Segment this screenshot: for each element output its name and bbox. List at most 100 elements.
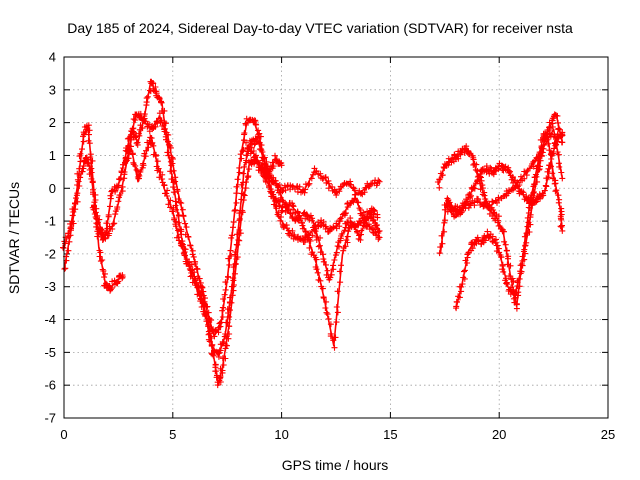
data-point <box>235 237 242 243</box>
data-point <box>217 373 224 380</box>
data-point <box>450 207 456 214</box>
data-point <box>509 275 516 282</box>
data-point <box>87 151 94 158</box>
data-point <box>192 279 199 286</box>
data-point <box>322 174 329 181</box>
data-point <box>107 203 113 210</box>
data-point <box>338 262 344 269</box>
data-point <box>232 248 239 255</box>
data-point <box>514 179 521 186</box>
data-point <box>317 234 324 241</box>
series-sat-j <box>441 124 566 220</box>
data-point <box>205 328 212 335</box>
data-point <box>506 273 513 280</box>
data-point <box>232 206 239 213</box>
data-point <box>222 279 229 286</box>
data-point <box>361 189 368 196</box>
data-point <box>169 154 176 161</box>
data-point <box>436 176 443 183</box>
data-point <box>76 165 83 172</box>
series-line <box>124 135 381 357</box>
x-tick-label: 20 <box>492 427 506 442</box>
data-point <box>135 130 142 137</box>
data-point <box>143 95 150 102</box>
data-point <box>230 219 237 226</box>
data-point <box>338 231 345 237</box>
x-axis-label: GPS time / hours <box>282 457 389 473</box>
data-point <box>540 192 547 199</box>
data-point <box>306 180 313 187</box>
data-point <box>72 200 78 206</box>
data-point <box>165 201 172 208</box>
data-point <box>220 296 227 302</box>
data-point <box>105 211 112 218</box>
data-point <box>115 198 122 205</box>
data-point <box>554 149 561 155</box>
data-point <box>219 304 226 311</box>
data-point <box>333 319 340 326</box>
data-point <box>372 229 379 236</box>
data-point <box>266 173 273 180</box>
data-point <box>531 189 537 196</box>
data-point <box>494 219 501 226</box>
data-point <box>517 268 524 275</box>
data-point <box>222 286 229 293</box>
data-point <box>438 232 445 239</box>
data-point <box>251 117 258 124</box>
data-point <box>165 152 172 159</box>
data-point <box>219 338 226 345</box>
data-point <box>336 188 343 195</box>
data-point <box>530 190 537 196</box>
data-point <box>231 207 238 214</box>
data-point <box>164 149 171 156</box>
data-point <box>550 133 557 140</box>
data-point <box>557 223 564 230</box>
data-point <box>474 176 481 183</box>
data-point <box>77 150 84 157</box>
data-point <box>341 227 348 234</box>
data-point <box>181 250 187 257</box>
data-point <box>473 161 480 168</box>
data-point <box>315 243 322 250</box>
data-point <box>158 99 165 106</box>
data-point <box>74 170 81 177</box>
data-point <box>221 291 228 298</box>
data-point <box>325 177 332 184</box>
data-point <box>79 168 86 175</box>
data-point <box>498 254 505 261</box>
data-point <box>205 321 212 328</box>
data-point <box>73 195 79 202</box>
data-point <box>186 263 193 270</box>
data-point <box>194 265 200 272</box>
data-point <box>140 160 147 167</box>
data-point <box>296 183 303 190</box>
data-point <box>375 228 382 235</box>
data-point <box>558 224 565 230</box>
data-point <box>351 187 358 194</box>
data-point <box>187 242 194 249</box>
data-point <box>522 250 529 257</box>
data-point <box>70 209 77 215</box>
data-point <box>503 247 510 254</box>
data-point <box>255 167 262 174</box>
data-point <box>319 285 326 292</box>
data-point <box>366 210 373 217</box>
data-point <box>327 274 334 281</box>
data-point <box>461 268 467 275</box>
data-point <box>331 344 338 351</box>
data-point <box>439 172 446 179</box>
data-point <box>175 237 182 244</box>
data-point <box>143 147 149 154</box>
data-point <box>489 199 496 205</box>
data-point <box>376 227 383 234</box>
data-point <box>507 262 514 269</box>
data-point <box>227 299 233 306</box>
y-tick-label: 2 <box>49 115 56 130</box>
data-point <box>323 261 329 268</box>
data-point <box>551 180 558 187</box>
data-point <box>224 319 231 326</box>
data-point <box>252 154 259 161</box>
data-point <box>258 147 265 154</box>
y-tick-label: -7 <box>44 411 56 426</box>
data-point <box>96 253 103 260</box>
